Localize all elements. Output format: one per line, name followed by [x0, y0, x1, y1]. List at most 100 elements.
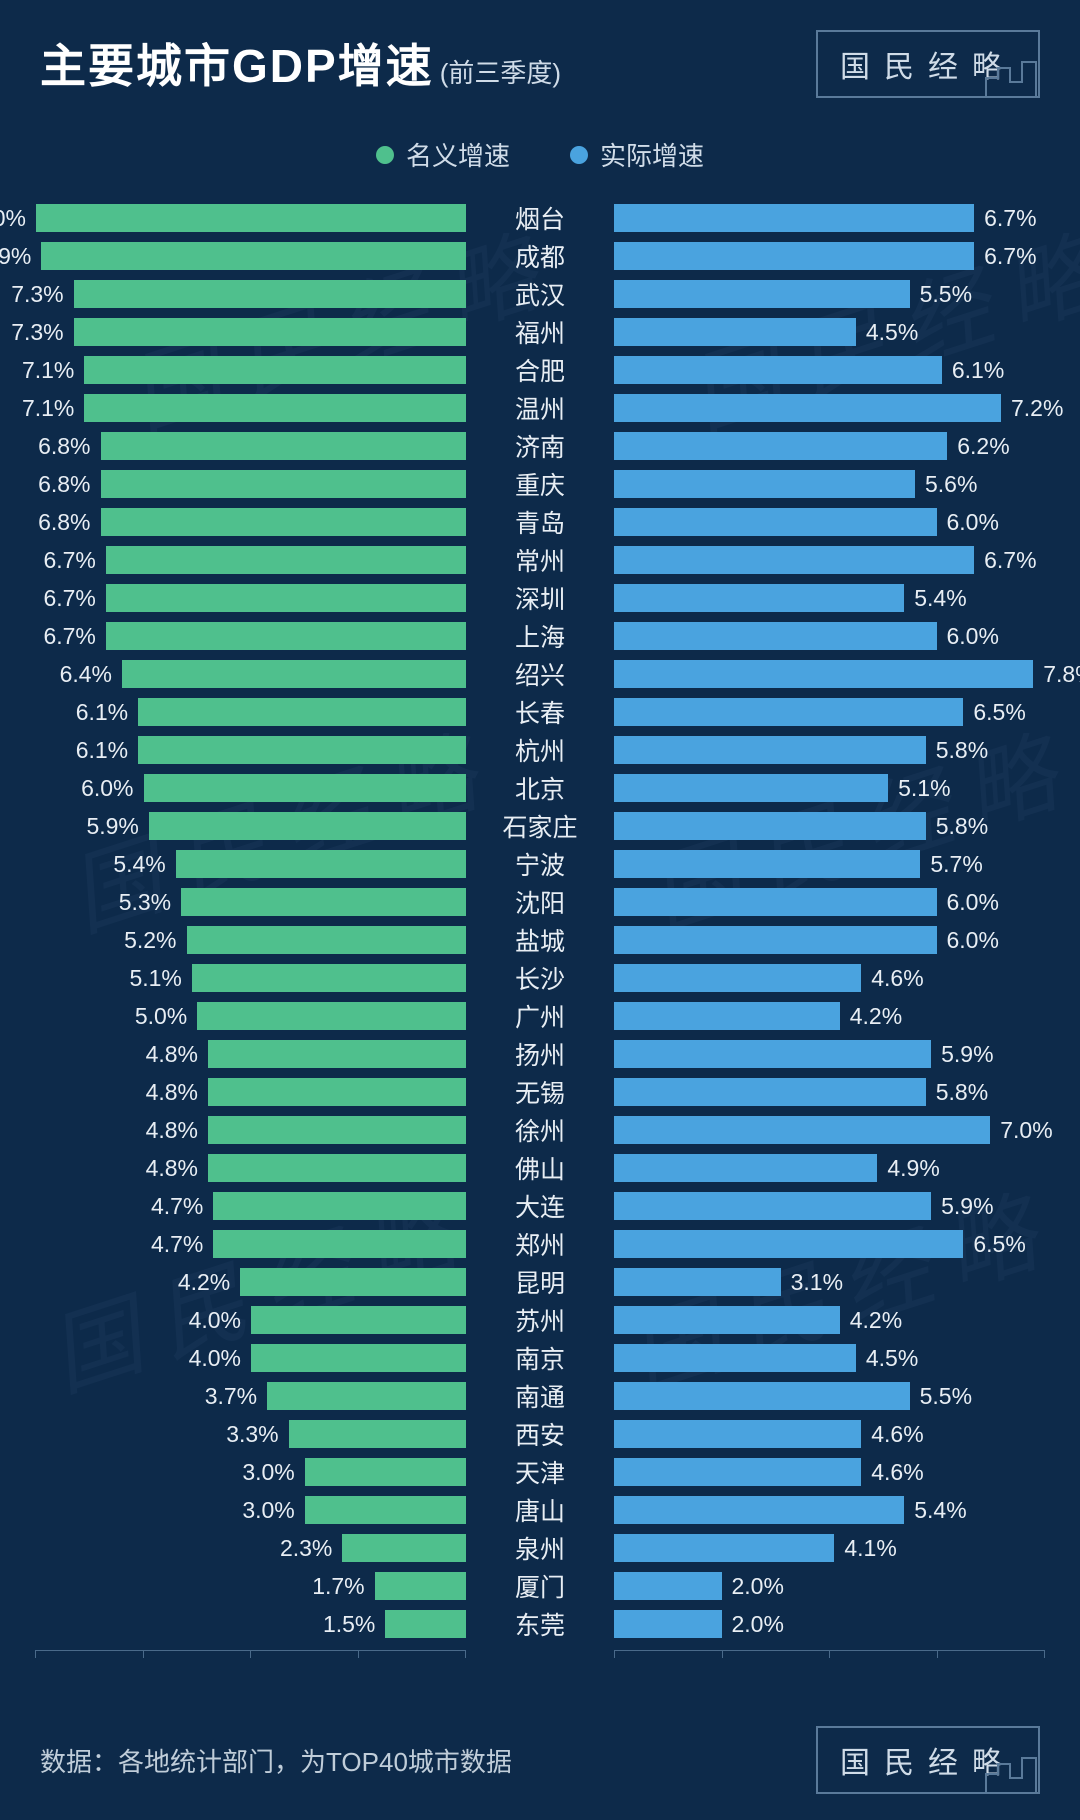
- nominal-bar: [149, 812, 466, 840]
- nominal-value: 6.8%: [28, 509, 100, 536]
- real-bar: [614, 1040, 931, 1068]
- real-side: 7.8%: [614, 660, 1044, 688]
- nominal-value: 4.8%: [136, 1117, 208, 1144]
- footer: 数据：各地统计部门，为TOP40城市数据 国民经略: [0, 1704, 1080, 1820]
- real-side: 5.5%: [614, 1382, 1044, 1410]
- real-bar: [614, 1610, 722, 1638]
- table-row: 6.1%长春6.5%: [36, 693, 1044, 731]
- nominal-value: 4.8%: [136, 1155, 208, 1182]
- nominal-side: 1.7%: [36, 1572, 466, 1600]
- nominal-value: 4.2%: [168, 1269, 240, 1296]
- nominal-side: 3.7%: [36, 1382, 466, 1410]
- nominal-value: 8.0%: [0, 205, 36, 232]
- city-label: 青岛: [466, 504, 614, 540]
- real-side: 4.2%: [614, 1306, 1044, 1334]
- city-label: 佛山: [466, 1150, 614, 1186]
- nominal-bar: [208, 1040, 466, 1068]
- footer-source: 数据：各地统计部门，为TOP40城市数据: [40, 1742, 512, 1779]
- nominal-bar: [101, 432, 467, 460]
- nominal-bar: [187, 926, 467, 954]
- nominal-side: 4.8%: [36, 1040, 466, 1068]
- real-bar: [614, 508, 937, 536]
- table-row: 4.7%大连5.9%: [36, 1187, 1044, 1225]
- real-side: 5.8%: [614, 1078, 1044, 1106]
- real-value: 6.0%: [937, 889, 1009, 916]
- city-label: 长春: [466, 694, 614, 730]
- real-value: 6.0%: [937, 927, 1009, 954]
- real-value: 4.6%: [861, 1459, 933, 1486]
- nominal-bar: [84, 394, 466, 422]
- table-row: 4.2%昆明3.1%: [36, 1263, 1044, 1301]
- table-row: 4.8%徐州7.0%: [36, 1111, 1044, 1149]
- table-row: 7.3%福州4.5%: [36, 313, 1044, 351]
- table-row: 4.0%南京4.5%: [36, 1339, 1044, 1377]
- real-value: 6.5%: [963, 1231, 1035, 1258]
- real-value: 7.0%: [990, 1117, 1062, 1144]
- nominal-side: 4.8%: [36, 1154, 466, 1182]
- real-side: 6.5%: [614, 698, 1044, 726]
- nominal-bar: [208, 1116, 466, 1144]
- nominal-value: 6.7%: [33, 547, 105, 574]
- brand-box-bottom: 国民经略: [816, 1726, 1040, 1794]
- city-label: 武汉: [466, 276, 614, 312]
- table-row: 4.8%扬州5.9%: [36, 1035, 1044, 1073]
- nominal-side: 6.7%: [36, 622, 466, 650]
- real-side: 6.2%: [614, 432, 1044, 460]
- nominal-bar: [101, 470, 467, 498]
- table-row: 6.8%济南6.2%: [36, 427, 1044, 465]
- city-label: 深圳: [466, 580, 614, 616]
- city-label: 苏州: [466, 1302, 614, 1338]
- real-bar: [614, 812, 926, 840]
- nominal-side: 6.8%: [36, 508, 466, 536]
- real-value: 6.0%: [937, 623, 1009, 650]
- real-value: 6.0%: [937, 509, 1009, 536]
- nominal-value: 6.8%: [28, 471, 100, 498]
- city-label: 绍兴: [466, 656, 614, 692]
- real-value: 6.5%: [963, 699, 1035, 726]
- nominal-side: 6.8%: [36, 470, 466, 498]
- nominal-bar: [192, 964, 466, 992]
- nominal-value: 5.4%: [103, 851, 175, 878]
- table-row: 4.8%佛山4.9%: [36, 1149, 1044, 1187]
- table-row: 5.1%长沙4.6%: [36, 959, 1044, 997]
- nominal-bar: [138, 736, 466, 764]
- nominal-bar: [74, 318, 466, 346]
- nominal-value: 4.0%: [179, 1345, 251, 1372]
- real-value: 5.8%: [926, 737, 998, 764]
- real-value: 6.7%: [974, 205, 1046, 232]
- nominal-bar: [106, 546, 466, 574]
- table-row: 6.4% 绍兴7.8%: [36, 655, 1044, 693]
- nominal-side: 6.4%: [36, 660, 466, 688]
- nominal-value: 6.4%: [50, 661, 122, 688]
- nominal-side: 5.4%: [36, 850, 466, 878]
- city-label: 郑州: [466, 1226, 614, 1262]
- real-bar: [614, 1458, 861, 1486]
- real-side: 5.5%: [614, 280, 1044, 308]
- nominal-bar: [74, 280, 466, 308]
- brand-skyline-icon: [984, 58, 1040, 98]
- nominal-bar: [208, 1078, 466, 1106]
- table-row: 7.1%温州7.2%: [36, 389, 1044, 427]
- nominal-value: 2.3%: [270, 1535, 342, 1562]
- nominal-bar: [267, 1382, 466, 1410]
- city-label: 济南: [466, 428, 614, 464]
- real-bar: [614, 1306, 840, 1334]
- table-row: 4.8%无锡5.8%: [36, 1073, 1044, 1111]
- table-row: 4.0%苏州4.2%: [36, 1301, 1044, 1339]
- real-side: 3.1%: [614, 1268, 1044, 1296]
- nominal-bar: [305, 1458, 466, 1486]
- real-bar: [614, 1002, 840, 1030]
- real-bar: [614, 1116, 990, 1144]
- nominal-value: 6.0%: [71, 775, 143, 802]
- table-row: 7.1%合肥6.1%: [36, 351, 1044, 389]
- city-label: 温州: [466, 390, 614, 426]
- real-bar: [614, 1534, 834, 1562]
- real-value: 5.9%: [931, 1193, 1003, 1220]
- nominal-value: 3.7%: [195, 1383, 267, 1410]
- real-bar: [614, 1230, 963, 1258]
- city-label: 福州: [466, 314, 614, 350]
- real-side: 6.5%: [614, 1230, 1044, 1258]
- nominal-value: 7.1%: [12, 395, 84, 422]
- nominal-bar: [305, 1496, 466, 1524]
- real-bar: [614, 1268, 781, 1296]
